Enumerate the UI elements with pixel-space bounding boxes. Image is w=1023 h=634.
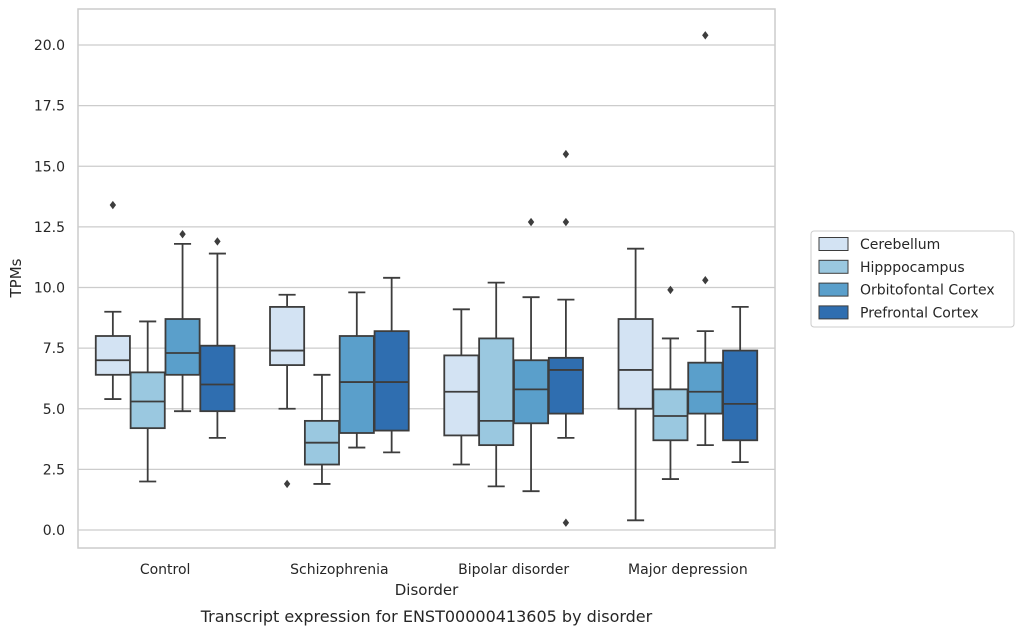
legend-label: Prefrontal Cortex	[860, 305, 979, 321]
box-3-2	[547, 149, 584, 527]
box-body	[722, 349, 759, 442]
y-tick-label: 5.0	[43, 402, 65, 418]
y-tick-label: 17.5	[34, 99, 65, 115]
box-1-1	[303, 373, 340, 485]
y-tick-labels: 0.0 2.5 5.0 7.5 10.0 12.5 15.0 17.5 20.0	[34, 38, 65, 539]
legend-swatch	[818, 259, 849, 274]
outlier-point	[283, 479, 291, 489]
box-0-1	[269, 293, 306, 489]
box-body	[513, 359, 550, 425]
box-plots	[94, 31, 759, 527]
box-body	[94, 335, 131, 376]
box-0-0	[94, 200, 131, 400]
box-body	[338, 335, 375, 434]
chart-title: Transcript expression for ENST0000041360…	[200, 607, 653, 626]
box-3-0	[199, 237, 236, 439]
box-0-2	[443, 308, 480, 466]
box-body	[617, 318, 654, 410]
y-tick-label: 12.5	[34, 220, 65, 236]
outlier-point	[527, 217, 535, 227]
box-0-3	[617, 247, 654, 522]
y-tick-label: 10.0	[34, 281, 65, 297]
outlier-point	[667, 285, 674, 295]
x-tick-label: Schizophrenia	[290, 562, 388, 578]
y-tick-label: 7.5	[43, 341, 65, 357]
legend-label: Hipppocampus	[860, 260, 965, 276]
x-tick-label: Bipolar disorder	[458, 562, 569, 578]
legend: Cerebellum Hipppocampus Orbitofontal Corte…	[810, 230, 1015, 328]
outlier-point	[562, 149, 570, 159]
box-1-0	[129, 320, 166, 483]
box-2-1	[338, 291, 375, 449]
y-tick-label: 20.0	[34, 38, 65, 54]
x-axis-label: Disorder	[395, 581, 459, 599]
box-body	[443, 354, 480, 437]
box-1-2	[478, 281, 515, 488]
legend-label: Cerebellum	[860, 237, 940, 253]
x-tick-label: Major depression	[628, 562, 748, 578]
outlier-point	[702, 31, 709, 40]
box-2-2	[513, 217, 550, 493]
y-tick-label: 15.0	[34, 159, 65, 175]
box-1-3	[652, 285, 689, 480]
box-2-3	[687, 31, 724, 447]
y-tick-label: 0.0	[43, 523, 65, 539]
box-body	[269, 305, 306, 366]
outlier-point	[214, 237, 221, 246]
box-body	[373, 330, 410, 432]
box-3-1	[373, 276, 410, 454]
outlier-point	[179, 229, 186, 239]
legend-frame	[810, 230, 1015, 328]
x-tick-labels: Control Schizophrenia Bipolar disorder Majo…	[140, 562, 748, 578]
outlier-point	[562, 217, 570, 227]
box-body	[199, 344, 236, 413]
box-body	[478, 337, 515, 447]
legend-swatch	[818, 305, 849, 320]
outlier-point	[562, 518, 570, 527]
y-tick-label: 2.5	[43, 462, 65, 478]
box-body	[129, 371, 166, 430]
plot-frame	[77, 8, 776, 549]
x-tick-label: Control	[140, 562, 191, 578]
box-3-3	[722, 305, 759, 464]
box-body	[687, 361, 724, 415]
outlier-point	[702, 276, 709, 285]
box-body	[547, 356, 584, 415]
legend-swatch	[818, 282, 849, 297]
legend-label: Orbitofontal Cortex	[860, 283, 995, 299]
legend-swatch	[818, 237, 849, 251]
box-body	[652, 388, 689, 442]
box-body	[164, 318, 201, 376]
y-axis-label: TPMs	[7, 258, 25, 298]
outlier-point	[109, 200, 117, 210]
box-2-0	[164, 229, 201, 413]
